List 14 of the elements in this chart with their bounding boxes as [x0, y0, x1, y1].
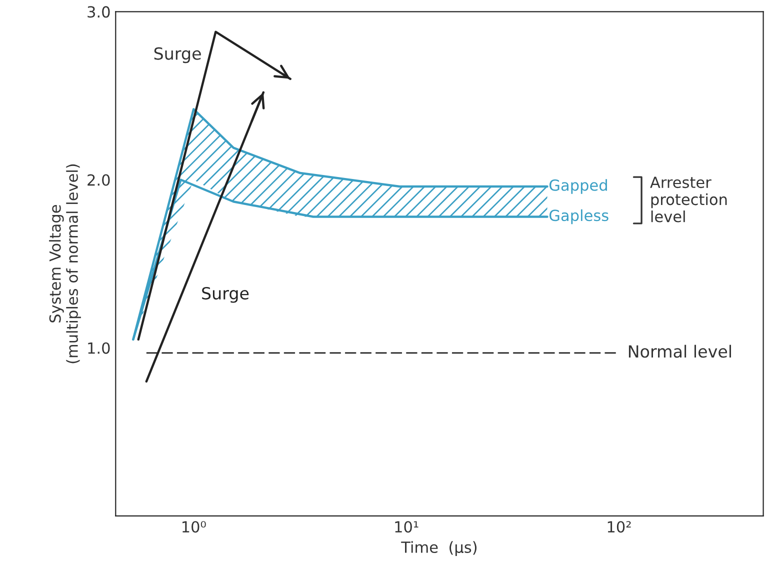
series-label: Surge — [154, 47, 201, 64]
ref-line-label: Normal level — [628, 344, 731, 358]
x-tick-label: 10¹ — [395, 521, 418, 533]
y-axis-title: System Voltage (multiples of normal level) — [49, 164, 81, 364]
series-label: Gapped — [550, 179, 607, 194]
y-tick-label: 3.0 — [88, 6, 110, 18]
y-tick-label: 2.0 — [88, 174, 110, 186]
x-tick-label: 10⁰ — [182, 521, 206, 533]
annotation: Arrester protection level — [650, 176, 727, 222]
series-label: Surge — [202, 286, 249, 303]
x-tick-label: 10² — [608, 521, 631, 533]
x-axis-title: Time (μs) — [401, 541, 477, 556]
series-label: Gapless — [550, 209, 608, 224]
y-tick-label: 1.0 — [88, 342, 110, 354]
